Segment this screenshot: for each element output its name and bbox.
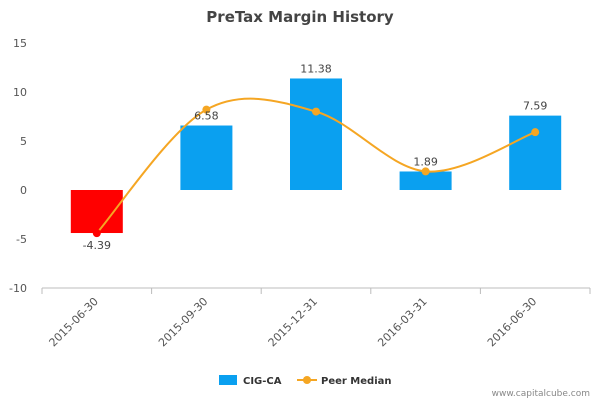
line-series: [92, 97, 540, 238]
chart-title: PreTax Margin History: [206, 8, 394, 26]
peer-median-point: [312, 107, 320, 116]
bar: [180, 125, 233, 190]
bar-data-label: 11.38: [300, 62, 332, 75]
peer-median-point: [202, 105, 211, 114]
y-tick-label: 15: [13, 37, 27, 50]
x-tick-label: 2015-06-30: [47, 295, 101, 349]
bar-data-label: 1.89: [413, 155, 438, 168]
bar: [290, 78, 342, 190]
y-tick-label: 0: [20, 184, 27, 197]
bar-data-label: 7.59: [523, 100, 548, 113]
x-tick-label: 2016-03-31: [375, 295, 429, 349]
peer-median-point: [421, 167, 430, 176]
peer-median-point: [92, 229, 101, 238]
y-tick-label: 10: [13, 86, 27, 99]
legend: CIG-CA Peer Median: [219, 375, 392, 387]
y-axis: -10 -5 0 5 10 15: [9, 37, 27, 295]
x-axis: 2015-06-30 2015-09-30 2015-12-31 2016-03-31…: [41, 287, 591, 349]
y-tick-label: -10: [9, 282, 27, 295]
x-tick-label: 2015-09-30: [156, 295, 210, 349]
y-tick-label: -5: [16, 233, 27, 246]
legend-bar-swatch: [219, 375, 237, 385]
credit-text: www.capitalcube.com: [492, 389, 590, 399]
x-tick-label: 2015-12-31: [266, 295, 320, 349]
bar-data-label: 6.58: [194, 110, 219, 123]
legend-line-label: Peer Median: [321, 376, 392, 387]
bar-data-label: -4.39: [83, 239, 111, 252]
y-tick-label: 5: [20, 135, 27, 148]
data-labels: -4.39 6.58 11.38 1.89 7.59: [83, 62, 548, 252]
bar-series: [70, 78, 562, 234]
bar: [509, 115, 562, 190]
x-tick-label: 2016-06-30: [485, 295, 539, 349]
bar: [399, 171, 452, 190]
peer-median-point: [531, 128, 540, 137]
legend-line-marker: [303, 376, 311, 384]
legend-bar-label: CIG-CA: [243, 376, 282, 387]
